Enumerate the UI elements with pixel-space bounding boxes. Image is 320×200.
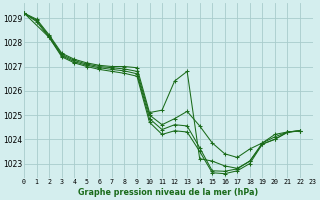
X-axis label: Graphe pression niveau de la mer (hPa): Graphe pression niveau de la mer (hPa) <box>78 188 259 197</box>
